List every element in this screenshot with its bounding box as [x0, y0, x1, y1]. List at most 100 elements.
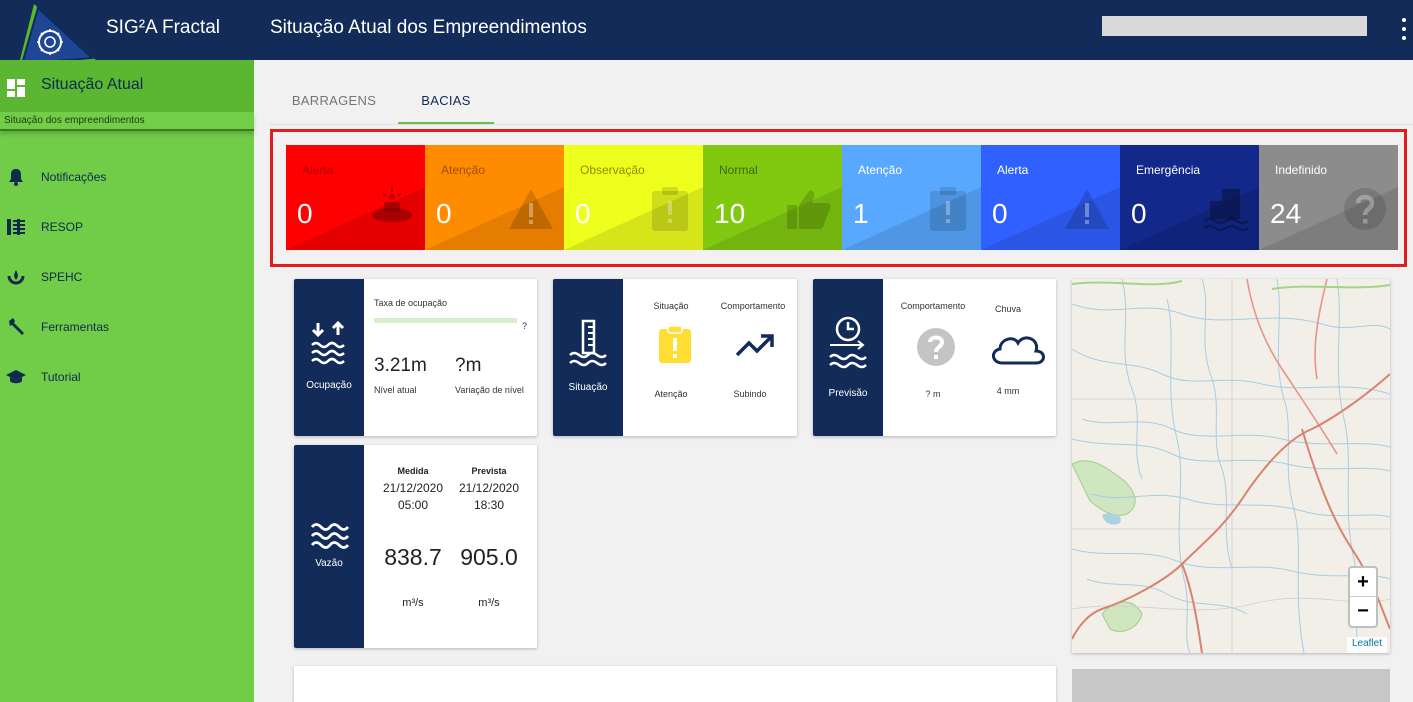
tab-bacias[interactable]: BACIAS: [398, 80, 494, 124]
status-card-atencao-1[interactable]: Atenção 0: [425, 145, 564, 250]
question-icon: [917, 328, 955, 366]
vazao-title: Vazão: [315, 558, 343, 569]
status-card-atencao-4[interactable]: Atenção 1: [842, 145, 981, 250]
map-zoom-out-button[interactable]: −: [1357, 600, 1369, 622]
taxa-ocupacao-label: Taxa de ocupação: [374, 298, 448, 308]
sidebar-item-resop[interactable]: RESOP: [0, 210, 254, 244]
spehc-icon: [7, 270, 25, 285]
trending-up-icon: [735, 334, 774, 357]
status-card-label: Observação: [580, 163, 645, 177]
status-card-count: 24: [1270, 198, 1302, 229]
status-card-count: 0: [1131, 198, 1147, 229]
warning-icon: [1063, 185, 1111, 233]
tab-barragens[interactable]: BARRAGENS: [291, 93, 377, 108]
status-card-count: 0: [575, 198, 591, 229]
vazao-card: Vazão Medida Prevista 21/12/2020 21/12/2…: [294, 445, 537, 648]
page-title: Situação Atual dos Empreendimentos: [270, 17, 587, 38]
flooded-building-icon: [1202, 185, 1250, 233]
warning-icon: [507, 185, 555, 233]
situacao-col2-value: Subindo: [733, 389, 767, 399]
variacao-nivel-value: ?m: [455, 355, 482, 376]
vazao-medida-label: Medida: [397, 466, 429, 476]
clipboard-alert-icon: [659, 325, 691, 363]
vazao-medida-value: 838.7: [384, 544, 442, 570]
previsao-side-panel: Previsão: [813, 279, 883, 436]
dashboard-icon: [7, 79, 25, 97]
map-tiles: [1072, 279, 1390, 653]
status-card-emergencia-6[interactable]: Emergência 0: [1120, 145, 1259, 250]
resop-icon: [7, 219, 25, 235]
status-card-observacao-2[interactable]: Observação 0: [564, 145, 703, 250]
status-summary-frame: [270, 129, 1407, 267]
situacao-col2-label: Comportamento: [720, 301, 786, 311]
previsao-title: Previsão: [828, 388, 868, 399]
sidebar-subtitle: Situação dos empreendimentos: [0, 112, 254, 131]
vazao-side-panel: Vazão: [294, 445, 364, 648]
forecast-clock-icon: [829, 316, 867, 369]
sidebar-item-situacao-atual[interactable]: Situação Atual: [0, 60, 254, 112]
status-card-normal-3[interactable]: Normal 10: [703, 145, 842, 250]
bacia-situation-card: [294, 666, 1056, 702]
vazao-prevista-label: Prevista: [471, 466, 507, 476]
vazao-medida-time: 05:00: [397, 498, 429, 512]
status-card-count: 0: [992, 198, 1008, 229]
status-card-label: Indefinido: [1275, 163, 1328, 177]
sidebar-item-ferramentas[interactable]: Ferramentas: [0, 310, 254, 344]
nivel-atual-value: 3.21m: [374, 355, 427, 376]
previsao-col2-value: 4 mm: [996, 386, 1020, 396]
status-card-alerta-0[interactable]: Alerta 0: [286, 145, 425, 250]
previsao-card: Previsão Comportamento Chuva ? m 4 mm: [813, 279, 1056, 436]
water-waves-icon: [310, 523, 350, 549]
sidebar-active-label: Situação Atual: [41, 76, 144, 93]
status-card-label: Atenção: [441, 163, 486, 177]
wrench-icon: [9, 318, 24, 335]
vazao-prevista-value: 905.0: [460, 544, 518, 570]
status-card-indefinido-7[interactable]: Indefinido 24: [1259, 145, 1398, 250]
map-view[interactable]: [1072, 279, 1390, 653]
sidebar-item-spehc[interactable]: SPEHC: [0, 260, 254, 294]
tab-bar: BARRAGENS BACIAS: [270, 80, 1413, 125]
more-menu-icon[interactable]: [1400, 18, 1408, 40]
vazao-prevista-unit: m³/s: [478, 597, 500, 609]
status-card-count: 0: [297, 198, 313, 229]
cloud-icon: [992, 336, 1045, 365]
situacao-col1-value: Atenção: [654, 389, 688, 399]
siren-icon: [368, 185, 416, 233]
clipboard-alert-icon: [924, 185, 972, 233]
water-level-arrows-icon: [311, 321, 345, 365]
app-name: SIG²A Fractal: [106, 17, 221, 38]
sidebar-item-notificacoes[interactable]: Notificações: [0, 160, 254, 194]
status-card-count: 0: [436, 198, 452, 229]
map-zoom-control: + −: [1348, 566, 1378, 628]
map-attribution-link[interactable]: Leaflet: [1347, 637, 1388, 653]
status-card-label: Emergência: [1136, 163, 1201, 177]
ocupacao-side-panel: Ocupação: [294, 279, 364, 436]
thumbs-up-icon: [785, 185, 833, 233]
vazao-medida-date: 21/12/2020: [382, 481, 444, 495]
vazao-medida-unit: m³/s: [402, 597, 424, 609]
secondary-panel: [1072, 669, 1390, 702]
water-gauge-icon: [569, 319, 607, 367]
clipboard-alert-icon: [646, 185, 694, 233]
map-zoom-in-button[interactable]: +: [1350, 568, 1376, 597]
app-logo-icon: [18, 4, 98, 68]
bell-icon: [9, 169, 23, 186]
question-icon: [1341, 185, 1389, 233]
status-card-label: Alerta: [997, 163, 1029, 177]
ocupacao-card: Ocupação Taxa de ocupação ? 3.21m ?m Nív…: [294, 279, 537, 436]
status-card-label: Normal: [719, 163, 758, 177]
status-card-alerta-5[interactable]: Alerta 0: [981, 145, 1120, 250]
sidebar-item-tutorial[interactable]: Tutorial: [0, 360, 254, 394]
sidebar: Situação Atual Situação dos empreendimen…: [0, 60, 254, 702]
taxa-ocupacao-value: ?: [522, 321, 528, 331]
status-card-label: Alerta: [302, 163, 334, 177]
vazao-prevista-time: 18:30: [473, 498, 505, 512]
status-card-label: Atenção: [858, 163, 903, 177]
user-name-field[interactable]: [1102, 16, 1367, 36]
status-card-count: 1: [853, 198, 869, 229]
situacao-col1-label: Situação: [653, 301, 689, 311]
previsao-col1-value: ? m: [925, 389, 941, 399]
situacao-side-panel: Situação: [553, 279, 623, 436]
situacao-card: Situação Situação Comportamento Atenção …: [553, 279, 797, 436]
top-bar: SIG²A Fractal Situação Atual dos Empreen…: [0, 0, 1413, 68]
